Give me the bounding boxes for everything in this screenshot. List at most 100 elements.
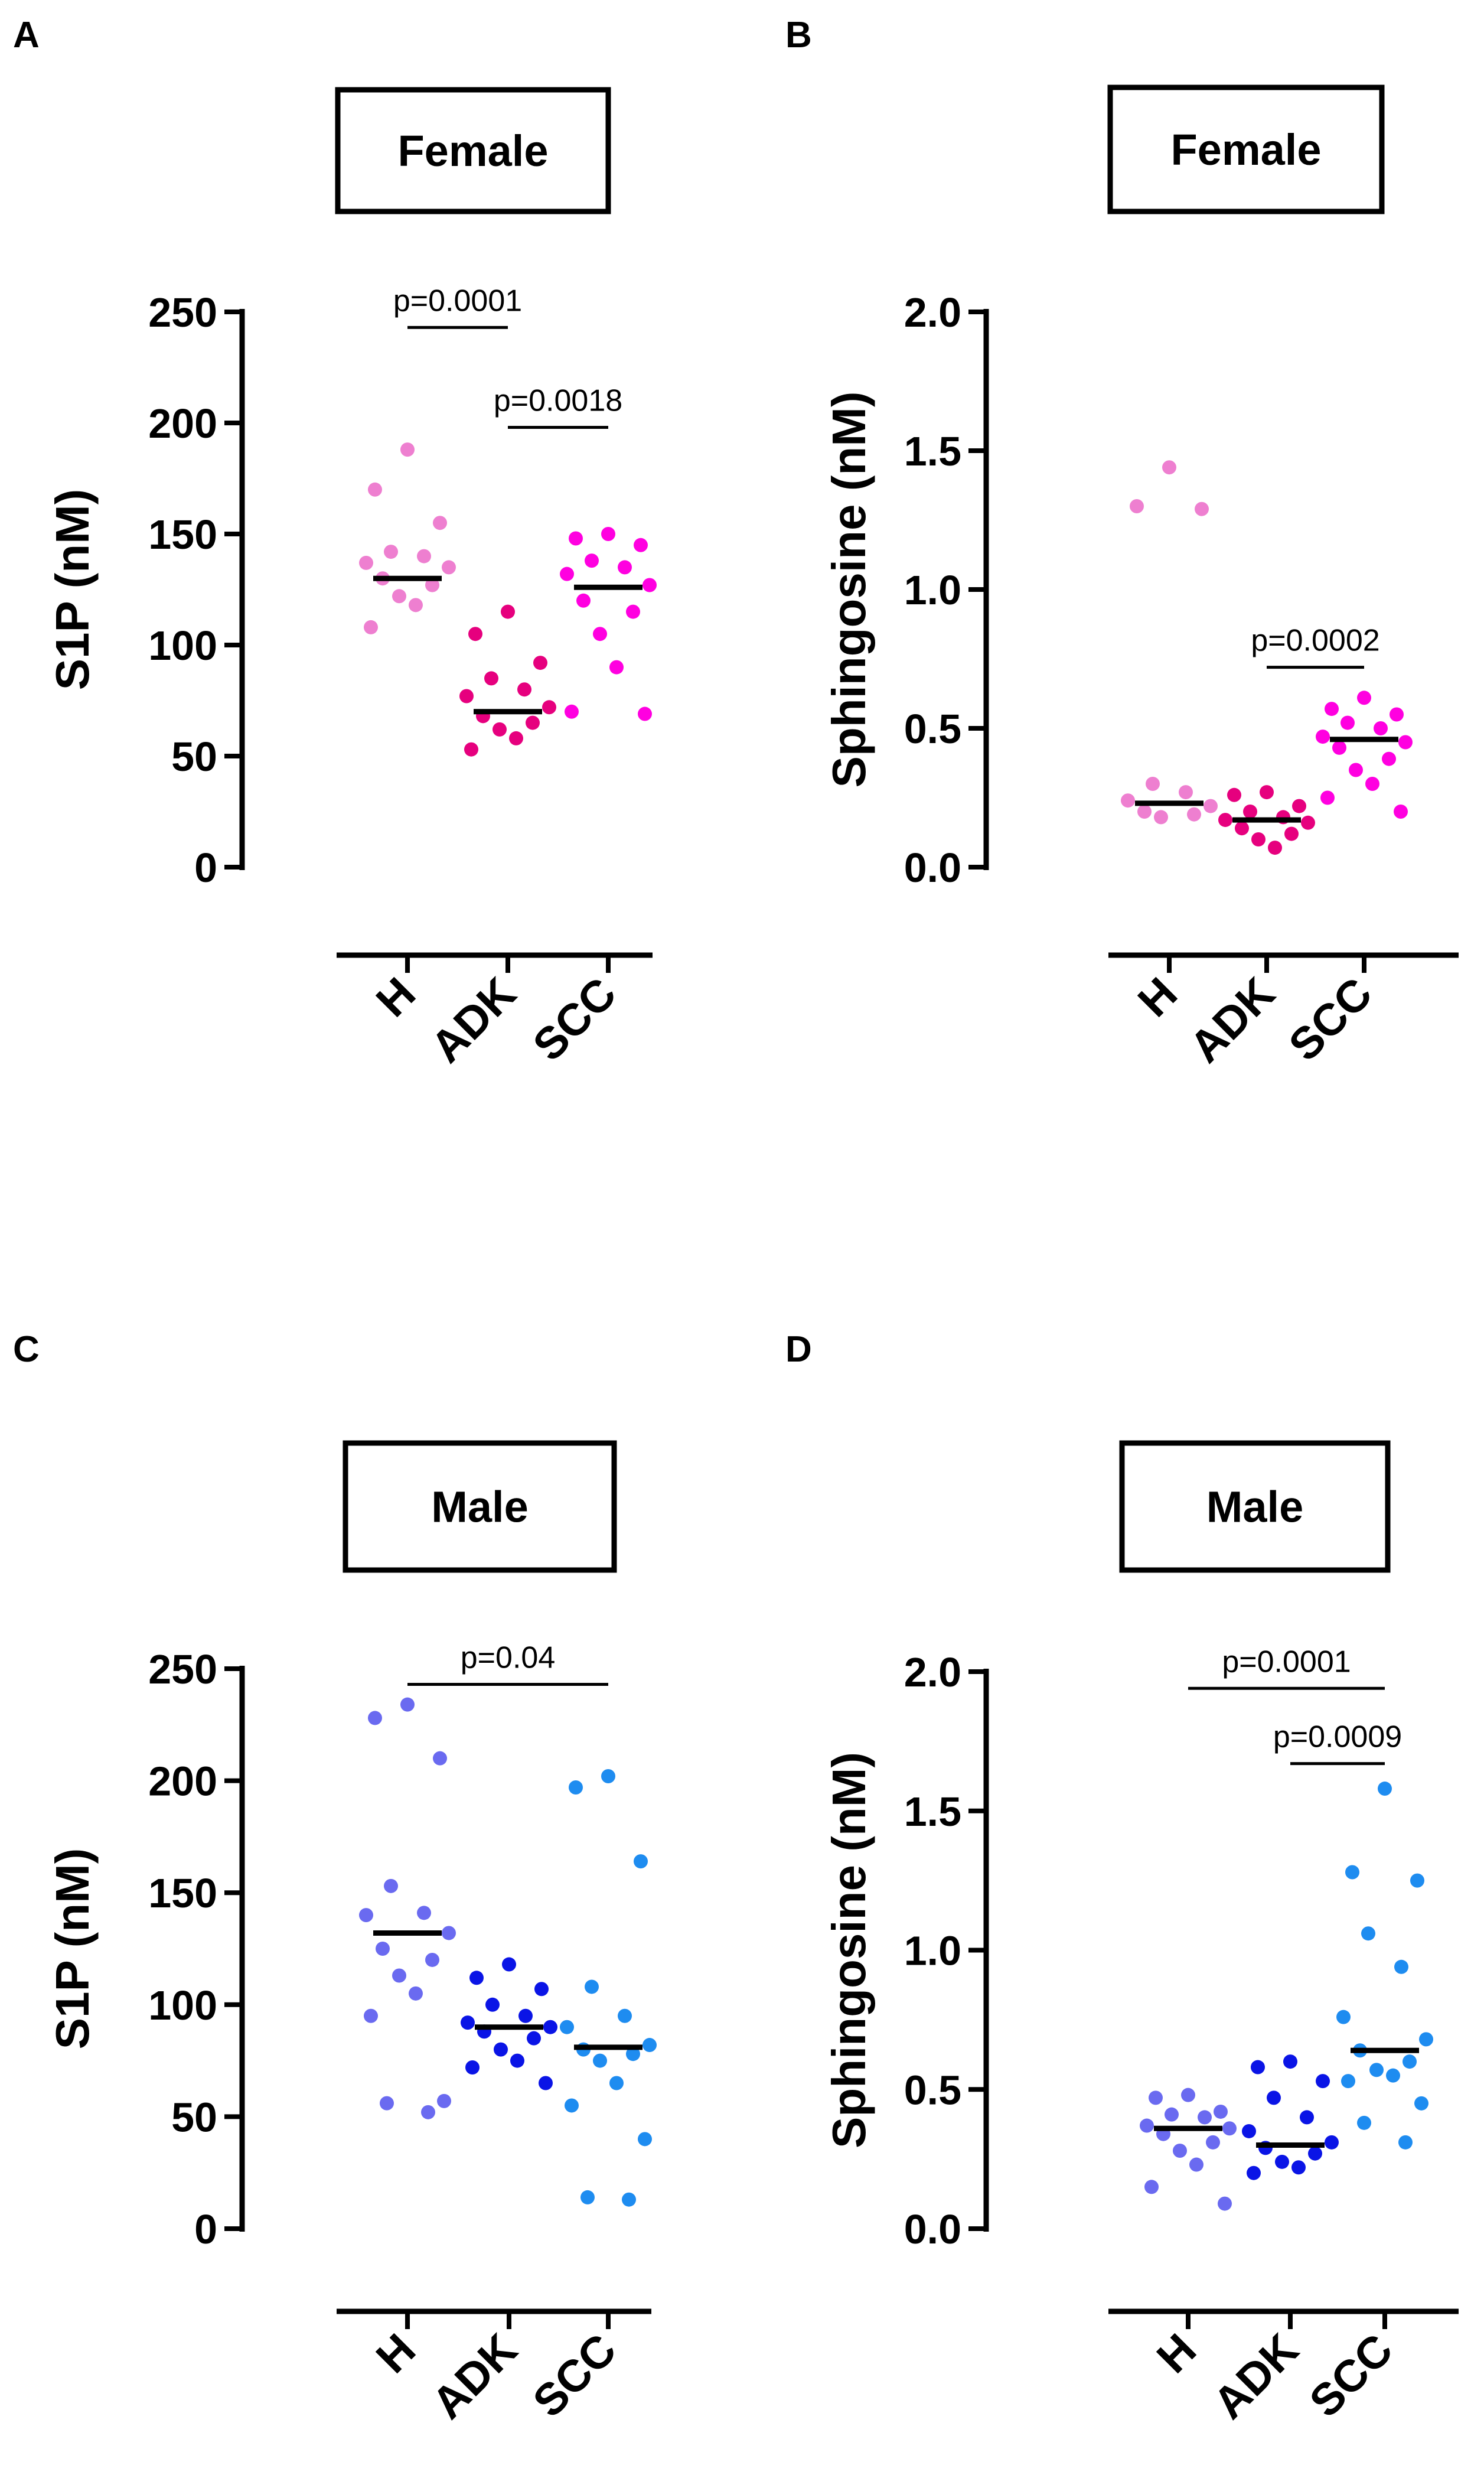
data-point: [1365, 777, 1379, 791]
y-tick-label: 150: [148, 1870, 217, 1916]
data-point: [384, 545, 398, 559]
y-tick-label: 200: [148, 1758, 217, 1805]
data-point: [1189, 2157, 1203, 2172]
data-point: [1284, 826, 1299, 841]
data-point: [1419, 2032, 1433, 2047]
data-point: [437, 2093, 451, 2108]
data-point: [442, 560, 456, 575]
data-point: [593, 627, 607, 641]
data-point: [542, 700, 556, 715]
data-point: [1144, 2180, 1159, 2194]
data-point: [417, 549, 431, 564]
y-axis-label: Sphingosine (nM): [823, 1752, 875, 2148]
title-box: [335, 87, 611, 214]
x-tick-label: ADK: [422, 2324, 527, 2429]
data-point: [609, 2076, 624, 2090]
panel-d: D Male 0.0 0.5 1.0 1.5 2.0 Sphingosine (nM) HADK…: [785, 1329, 1459, 2428]
x-tick-label: H: [367, 2324, 425, 2383]
y-tick-label: 0.0: [904, 845, 961, 891]
y-tick-label: 2.0: [904, 1649, 961, 1695]
data-point: [469, 1971, 484, 1985]
data-point: [425, 1952, 439, 1967]
y-axis-label: S1P (nM): [46, 1848, 99, 2050]
title-box: [1107, 84, 1385, 214]
y-axis-label: Sphingosine (nM): [823, 391, 875, 787]
y-tick-label: 1.5: [904, 1789, 961, 1835]
y-axis-label: S1P (nM): [46, 489, 99, 691]
data-point: [384, 1878, 398, 1893]
data-point: [1140, 2118, 1154, 2133]
data-point: [1121, 793, 1135, 808]
data-point: [569, 1780, 583, 1795]
data-point: [1316, 730, 1330, 744]
data-point: [1316, 2074, 1330, 2089]
y-tick-label: 2.0: [904, 289, 961, 336]
data-point: [400, 442, 415, 457]
data-point: [642, 578, 657, 592]
data-point: [517, 682, 531, 697]
data-point: [493, 722, 507, 737]
data-point: [461, 2015, 475, 2030]
data-point: [560, 2020, 574, 2034]
y-tick-label: 0: [194, 845, 217, 891]
p-value-label: p=0.0009: [1273, 1720, 1402, 1754]
box-title: Male: [431, 1483, 529, 1532]
data-point: [1235, 821, 1249, 836]
data-point: [1130, 499, 1144, 513]
data-point: [1341, 2074, 1355, 2089]
y-tick-label: 0.5: [904, 2067, 961, 2113]
data-point: [1390, 707, 1404, 722]
y-tick-label: 250: [148, 289, 217, 336]
data-point: [1206, 2135, 1220, 2150]
data-point: [409, 598, 423, 613]
data-point: [1149, 2090, 1163, 2105]
y-tick-label: 1.0: [904, 567, 961, 613]
data-point: [1349, 763, 1363, 777]
data-point: [1227, 787, 1241, 802]
data-point: [1336, 2010, 1351, 2024]
data-point: [1154, 810, 1168, 825]
data-point: [1165, 2107, 1179, 2122]
data-point: [433, 516, 447, 530]
data-point: [593, 2053, 607, 2068]
data-point: [1320, 790, 1335, 805]
data-point: [539, 2076, 553, 2090]
data-point: [560, 566, 574, 581]
x-tick-label: ADK: [1203, 2324, 1308, 2429]
box-title: Male: [1206, 1483, 1304, 1532]
data-point: [509, 731, 523, 745]
y-tick-label: 0: [194, 2206, 217, 2252]
y-tick-label: 150: [148, 512, 217, 558]
data-point: [1361, 1926, 1375, 1941]
panel-label: D: [785, 1329, 812, 1370]
data-point: [1398, 735, 1413, 750]
data-point: [626, 2047, 640, 2062]
panel-label: C: [13, 1329, 40, 1370]
x-tick-label: SCC: [523, 968, 626, 1071]
data-point: [465, 2060, 480, 2075]
data-point: [1251, 832, 1266, 846]
data-point: [526, 715, 540, 730]
data-point: [1214, 2104, 1228, 2119]
data-point: [510, 2053, 524, 2068]
data-point: [1260, 785, 1274, 800]
data-point: [565, 704, 579, 719]
data-point: [1218, 2196, 1232, 2211]
panel-b: B Female 0.0 0.5 1.0 1.5 2.0 Sphingosine (nM) HA…: [785, 15, 1459, 1072]
data-point: [1374, 721, 1388, 735]
data-point: [392, 1968, 406, 1983]
x-tick-label: SCC: [523, 2324, 626, 2427]
data-point: [585, 553, 599, 568]
data-point: [433, 1751, 447, 1766]
data-point: [376, 1942, 390, 1956]
p-value-label: p=0.0001: [393, 284, 522, 318]
data-point: [1394, 805, 1408, 819]
data-point: [1403, 2054, 1417, 2069]
y-tick-label: 0.5: [904, 706, 961, 752]
data-point: [1300, 2110, 1314, 2125]
data-point: [425, 578, 439, 592]
data-point: [400, 1697, 415, 1712]
data-point: [1162, 460, 1176, 475]
data-point: [1179, 785, 1193, 800]
